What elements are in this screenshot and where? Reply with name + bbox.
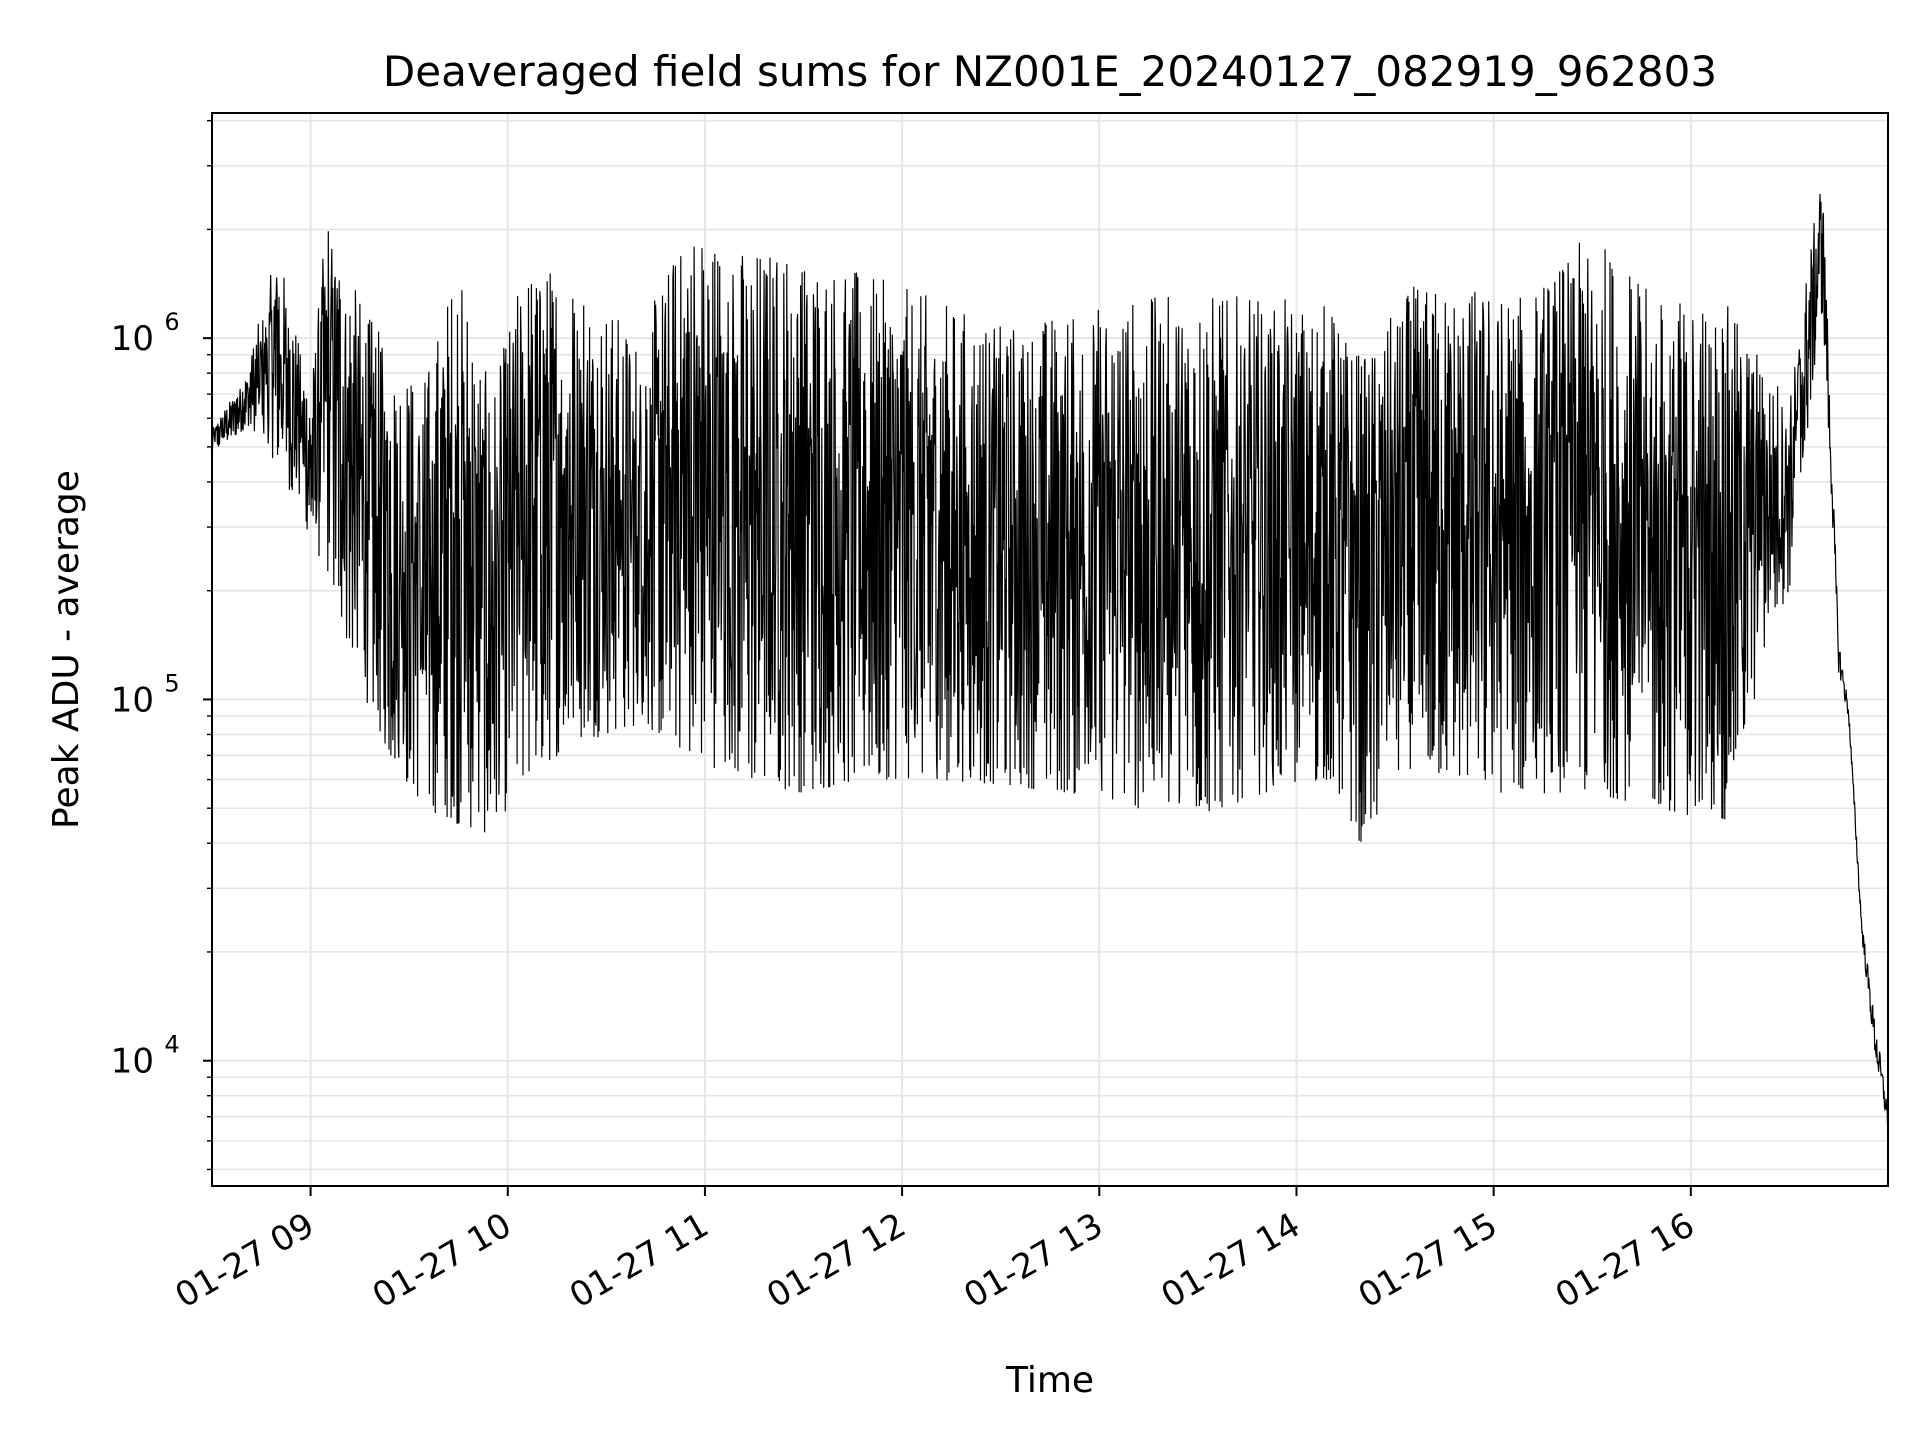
series-line bbox=[212, 193, 1888, 1126]
y-axis-label: Peak ADU - average bbox=[46, 470, 87, 829]
y-tick-exponent: 5 bbox=[164, 669, 179, 697]
y-tick-exponent: 4 bbox=[164, 1031, 179, 1059]
y-tick-label: 10 bbox=[111, 319, 154, 359]
y-tick-exponent: 6 bbox=[164, 308, 179, 336]
x-axis-label: Time bbox=[1005, 1360, 1094, 1401]
y-tick-label: 10 bbox=[111, 1042, 154, 1082]
y-axis: 10 4 10 5 10 6 bbox=[111, 119, 212, 1171]
y-tick-label: 10 bbox=[111, 680, 154, 720]
series-layer bbox=[212, 193, 1888, 1126]
plot-area bbox=[212, 193, 1888, 1126]
axes-frame bbox=[211, 112, 1889, 1187]
chart-title: Deaveraged field sums for NZ001E_2024012… bbox=[383, 47, 1717, 96]
